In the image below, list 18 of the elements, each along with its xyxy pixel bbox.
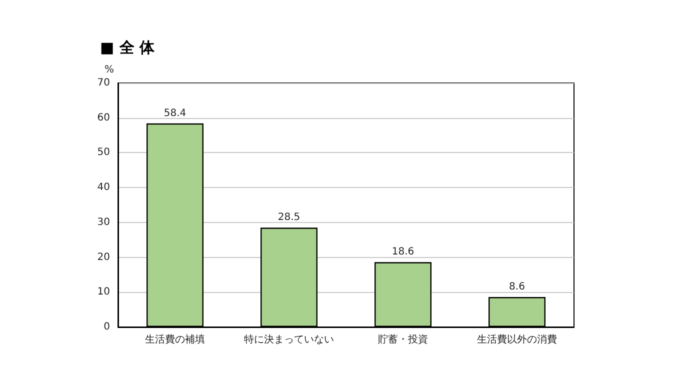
chart-title: ■ 全 体 <box>100 38 156 56</box>
y-tick-label: 30 <box>97 216 110 228</box>
data-label: 28.5 <box>278 212 300 224</box>
y-axis-title: % <box>104 64 114 76</box>
x-tick-label: 特に決まっていない <box>244 334 334 346</box>
y-tick-label: 10 <box>97 286 110 298</box>
x-tick-label: 生活費の補填 <box>145 334 205 346</box>
y-tick-label: 0 <box>104 322 110 332</box>
y-tick-label: 70 <box>97 78 110 88</box>
y-tick-label: 40 <box>97 182 110 194</box>
x-tick-label: 生活費以外の消費 <box>477 334 557 346</box>
y-tick-label: 50 <box>97 147 110 158</box>
data-label: 18.6 <box>392 246 414 258</box>
y-tick-label: 60 <box>97 112 110 124</box>
data-label: 8.6 <box>509 282 525 293</box>
data-label: 58.4 <box>164 108 186 119</box>
y-tick-label: 20 <box>97 252 110 263</box>
x-tick-label: 貯蓄・投資 <box>378 334 428 346</box>
